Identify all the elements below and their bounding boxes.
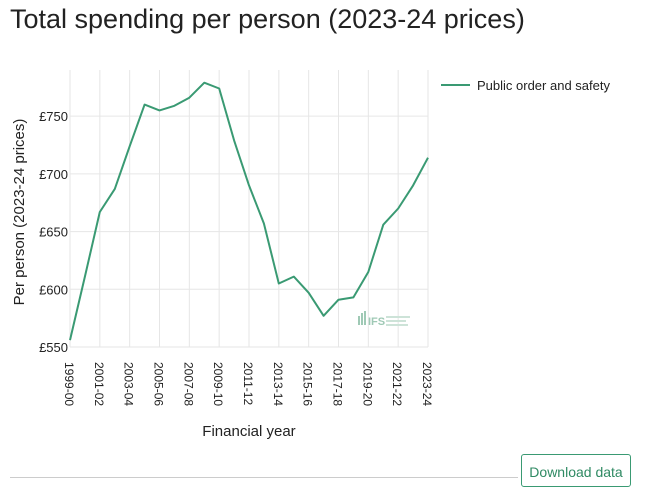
legend: Public order and safety: [441, 78, 610, 93]
ifs-watermark-logo: IFS: [358, 311, 410, 328]
y-axis-title: Per person (2023-24 prices): [11, 119, 28, 306]
x-tick-label: 2003-04: [122, 362, 136, 406]
x-tick-label: 2011-12: [241, 362, 255, 405]
legend-label: Public order and safety: [477, 78, 610, 93]
x-tick-label: 2013-14: [271, 362, 285, 406]
x-tick-label: 2017-18: [331, 362, 345, 406]
y-tick-label: £700: [39, 167, 68, 182]
series-line-public-order-and-safety: [69, 81, 429, 341]
y-tick-label: £750: [39, 109, 68, 124]
y-tick-label: £650: [39, 225, 68, 240]
svg-text:IFS: IFS: [368, 316, 385, 328]
x-tick-label: 2019-20: [360, 362, 374, 406]
x-tick-label: 2007-08: [181, 362, 195, 406]
x-tick-label: 2023-24: [420, 362, 434, 406]
y-axis-ticks: £550 £600 £650 £700 £750: [39, 109, 68, 355]
divider: [10, 477, 518, 478]
y-tick-label: £550: [39, 340, 68, 355]
x-axis-title: Financial year: [202, 423, 295, 440]
x-axis-ticks: 1999-00 2001-02 2003-04 2005-06 2007-08 2009-…: [62, 362, 434, 406]
chart-title: Total spending per person (2023-24 price…: [10, 4, 525, 34]
series-lines: [69, 81, 429, 341]
x-tick-label: 2009-10: [211, 362, 225, 406]
y-tick-label: £600: [39, 282, 68, 297]
x-tick-label: 2001-02: [92, 362, 106, 406]
x-tick-label: 2015-16: [301, 362, 315, 406]
x-tick-label: 1999-00: [62, 362, 76, 406]
grid-lines: [69, 70, 429, 348]
x-tick-label: 2021-22: [390, 362, 404, 406]
download-data-button[interactable]: Download data: [521, 454, 631, 487]
x-tick-label: 2005-06: [152, 362, 166, 406]
